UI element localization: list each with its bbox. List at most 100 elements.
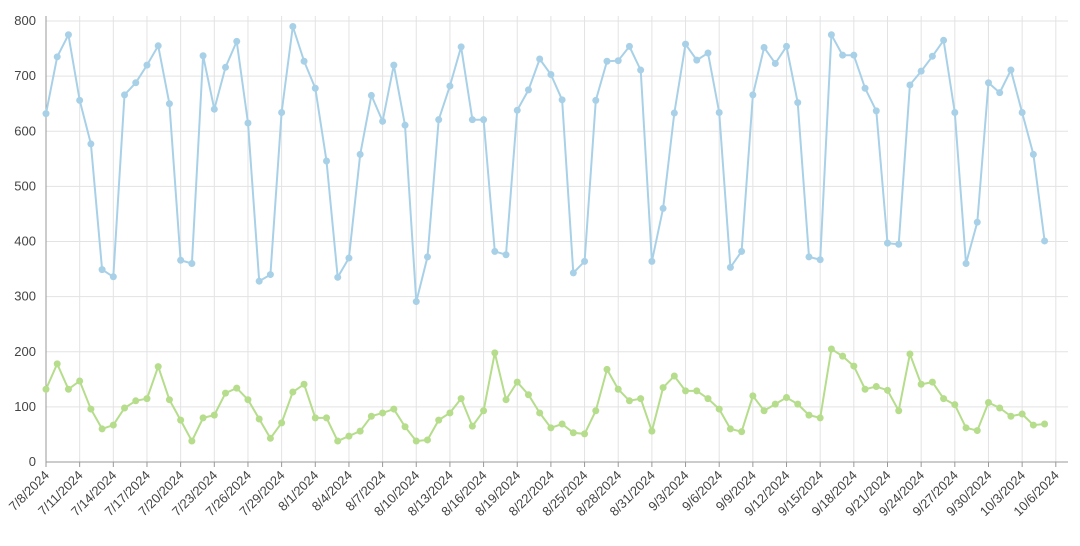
point [558,96,566,104]
point [839,352,847,360]
point [446,82,454,90]
point [1029,150,1037,158]
point [345,432,353,440]
point [704,49,712,57]
y-tick-label: 600 [14,123,36,138]
point [693,387,701,395]
point [491,349,499,357]
point [64,385,72,393]
point [536,409,544,417]
y-tick-label: 400 [14,234,36,249]
point [109,421,117,429]
point [480,116,488,124]
point [300,380,308,388]
y-tick-label: 0 [29,454,36,469]
line [45,347,1045,444]
point [581,430,589,438]
point [738,247,746,255]
point [1029,421,1037,429]
point [289,388,297,396]
point [491,247,499,255]
point [401,423,409,431]
point [816,256,824,264]
point [603,57,611,65]
point [682,387,690,395]
point [850,362,858,370]
point [625,42,633,50]
point [177,256,185,264]
point [87,140,95,148]
point [143,395,151,403]
point [222,63,230,71]
point [760,43,768,51]
point [311,84,319,92]
point [367,412,375,420]
point [468,116,476,124]
point [648,257,656,265]
y-tick-label: 100 [14,399,36,414]
point [356,427,364,435]
point [783,394,791,402]
point [771,59,779,67]
point [42,110,50,118]
point [121,91,129,99]
point [603,365,611,373]
point [917,380,925,388]
point [64,31,72,39]
point [457,43,465,51]
point [895,407,903,415]
point [816,414,824,422]
point [861,385,869,393]
point [367,91,375,99]
point [334,273,342,281]
point [109,273,117,281]
point [53,360,61,368]
point [98,266,106,274]
point [996,89,1004,97]
point [794,400,802,408]
point [390,61,398,69]
point [379,409,387,417]
point [513,378,521,386]
point [895,240,903,248]
point [771,400,779,408]
point [154,363,162,371]
point [1041,237,1049,245]
point [356,150,364,158]
point [794,99,802,107]
point [984,79,992,87]
point [53,53,61,61]
point [569,269,577,277]
point [1007,66,1015,74]
point [300,57,308,65]
point [76,377,84,385]
point [244,396,252,404]
point [423,253,431,261]
point [592,96,600,104]
point [884,239,891,247]
point [726,425,734,433]
point [693,56,701,64]
point [87,405,95,413]
point [401,121,409,129]
point [738,428,746,436]
point [199,414,207,422]
point [648,427,656,435]
point [98,425,106,433]
point [569,429,577,437]
point [670,109,678,117]
point [289,23,297,31]
y-tick-label: 300 [14,289,36,304]
point [255,415,263,423]
point [311,414,319,422]
point [266,271,274,279]
point [1018,109,1026,117]
point [839,51,847,59]
point [682,40,690,48]
point [547,424,555,432]
point [592,407,600,415]
point [379,117,387,125]
point [199,52,207,60]
point [940,395,948,403]
point [951,401,959,409]
